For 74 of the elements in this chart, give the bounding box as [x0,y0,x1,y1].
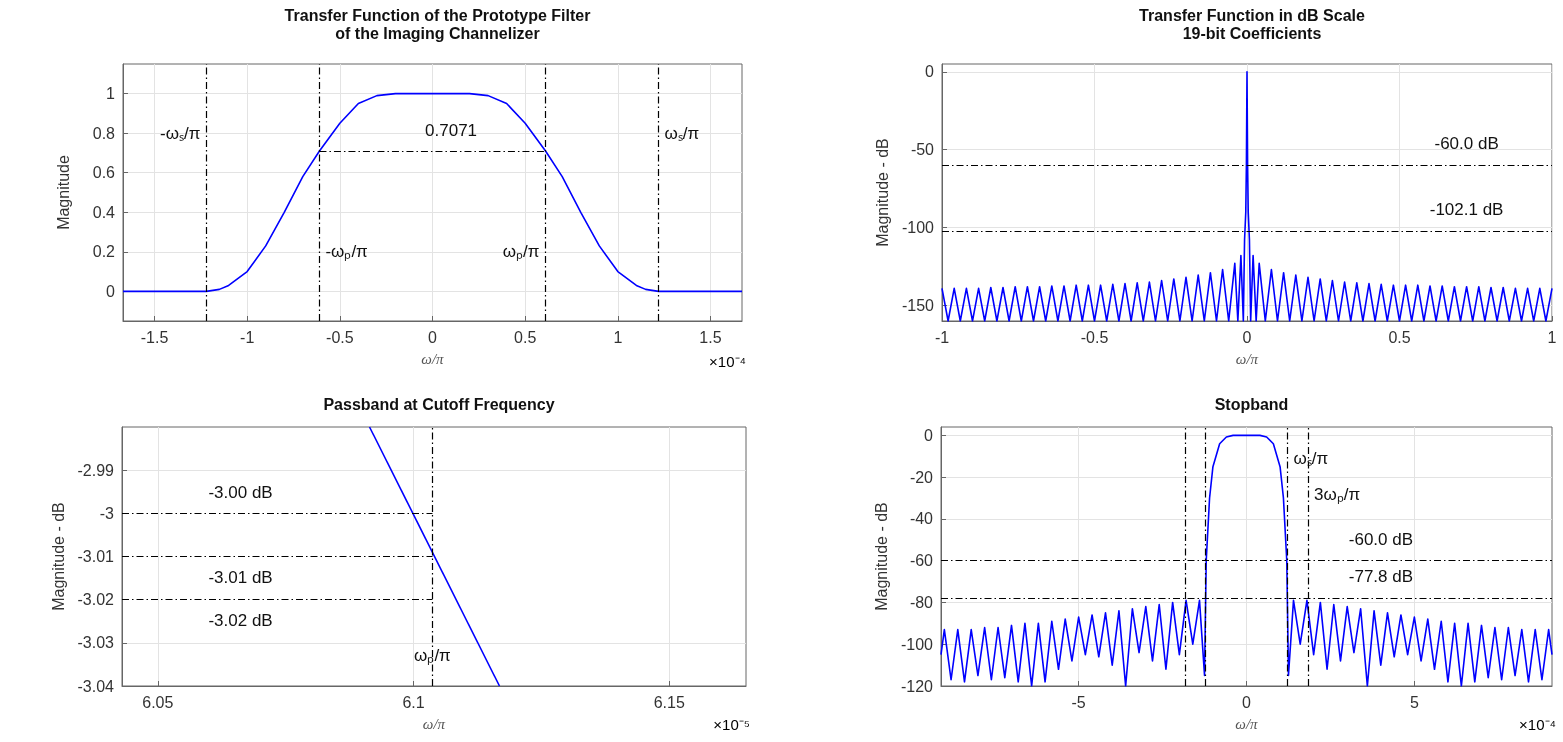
ref-line-label: ωₚ/π [414,646,451,666]
y-tick-label: -3.02 [77,591,115,609]
y-tick-label: -3 [99,504,115,522]
text: ×10⁻⁴ [709,353,746,370]
chart-title: Transfer Function in dB Scale [1139,6,1366,24]
y-tick-label: 0 [924,426,934,444]
ref-line-label: ωₛ/π [1293,448,1329,468]
x-tick-label: -0.5 [1080,328,1109,346]
x-tick-label: 6.15 [653,693,685,711]
x-tick-label: 0 [1242,328,1252,346]
y-tick-label: 0 [106,282,116,300]
y-axis-title: Magnitude [54,155,72,230]
ref-line-label: -ωₛ/π [160,123,201,143]
x-tick-label: 0 [1242,693,1252,711]
y-tick-label: 0.6 [92,164,116,182]
x-tick-label: -0.5 [326,328,354,346]
x-tick-label: 0.5 [514,328,537,346]
x-axis-title: ω/π [1235,350,1259,367]
x-tick-label: 0.5 [1388,328,1411,346]
y-tick-label: -150 [901,296,935,314]
y-tick-label: 0.2 [92,243,116,261]
ref-line-label: -3.00 dB [208,482,273,502]
ref-line-label: -ωₚ/π [325,242,368,263]
y-tick-label: -60 [909,552,934,570]
ref-line-label: ωₚ/π [502,242,540,263]
y-axis-title: Magnitude - dB [872,502,890,611]
text: ×10⁻⁵ [713,716,751,733]
x-tick-label: -5 [1071,693,1086,711]
y-tick-label: -2.99 [77,461,115,479]
x-tick-label: 6.05 [142,693,174,711]
y-tick-label: 0.8 [92,124,116,142]
x-tick-label: 1 [1547,328,1557,346]
y-tick-label: -80 [909,593,934,611]
ref-line-label: 3ωₚ/π [1313,484,1361,505]
x-axis-title: ω/π [421,350,445,367]
ref-line-label: ωₛ/π [664,123,700,143]
chart-title: Passband at Cutoff Frequency [323,395,555,413]
ref-line-label: -102.1 dB [1429,200,1504,220]
x-tick-label: 0 [428,328,438,346]
y-tick-label: -3.03 [77,634,115,652]
x-tick-label: 5 [1409,693,1419,711]
ref-line-label: -60.0 dB [1434,134,1499,154]
y-tick-label: -3.01 [77,548,115,565]
line-series [122,92,743,293]
x-tick-label: 6.1 [402,693,425,711]
ref-line-label: -60.0 dB [1348,529,1414,549]
chart-title: Transfer Function of the Prototype Filter [284,6,591,24]
y-axis-title: Magnitude - dB [873,138,891,247]
y-tick-label: -100 [901,219,935,237]
x-tick-label: 1.5 [699,328,722,346]
x-tick-label: -1 [240,328,255,346]
x-tick-label: 1 [613,328,623,346]
y-tick-label: -120 [900,677,934,695]
y-tick-label: -50 [910,141,935,159]
chart-title: Stopband [1214,395,1289,413]
y-tick-label: -3.04 [77,677,115,695]
y-tick-label: 1 [106,85,116,103]
x-axis-title: ω/π [1235,715,1259,732]
y-axis-title: Magnitude - dB [50,502,68,611]
ref-line-label: -77.8 dB [1348,567,1414,587]
x-tick-label: -1.5 [140,328,169,346]
chart-subtitle: of the Imaging Channelizer [335,24,540,42]
y-tick-label: -40 [909,510,934,528]
ref-line-label: -3.02 dB [208,611,273,631]
chart-subtitle: 19-bit Coefficients [1182,24,1322,42]
y-tick-label: -100 [900,635,934,653]
ref-line-label: -3.01 dB [208,568,273,588]
ref-line-label: 0.7071 [425,120,478,140]
y-tick-label: 0.4 [92,203,116,221]
text: ×10⁻⁴ [1519,716,1556,733]
x-axis-title: ω/π [422,715,446,732]
y-tick-label: -20 [909,468,934,486]
x-tick-label: -1 [934,328,950,346]
y-tick-label: 0 [925,63,935,81]
